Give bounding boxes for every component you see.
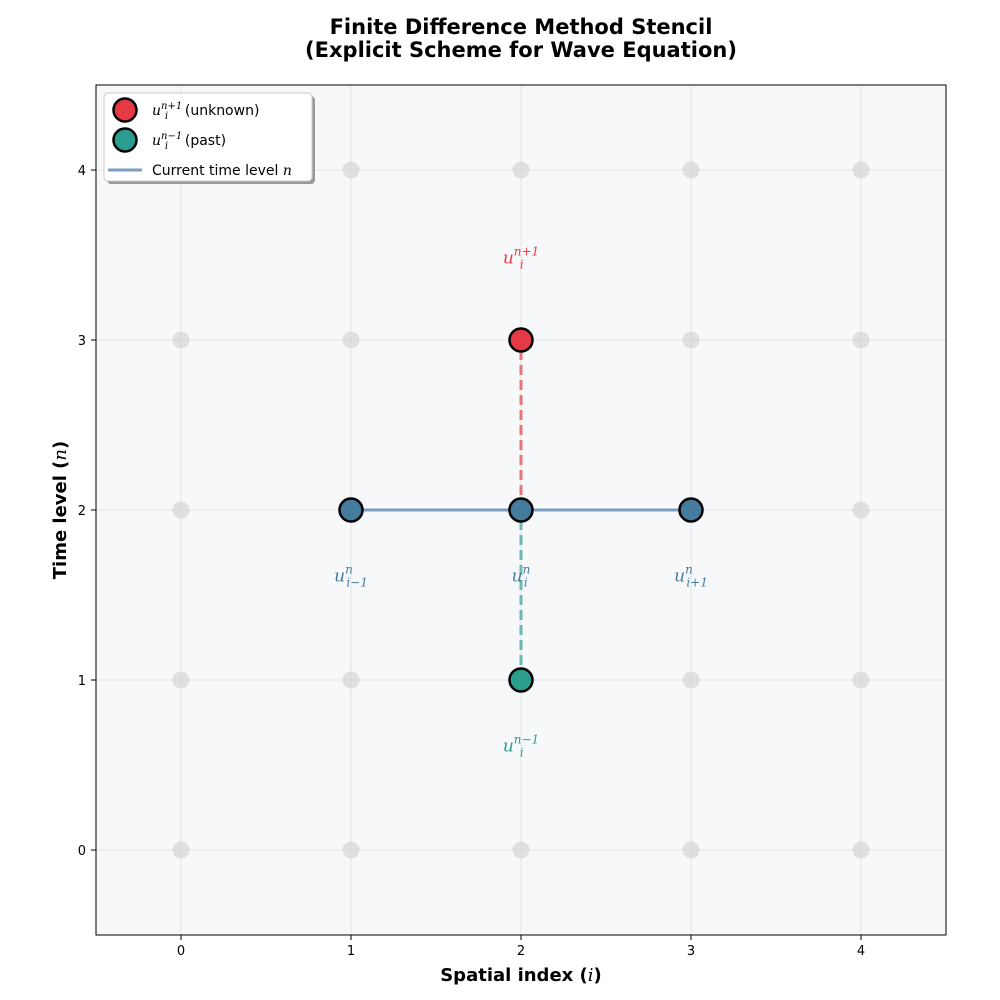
legend: un+1 i (unknown) un−1 i (past) Current time … — [103, 92, 315, 184]
stencil-point-current-center — [508, 497, 534, 523]
stencil-label-current-center: un i — [512, 562, 531, 589]
chart-title-line-2: (Explicit Scheme for Wave Equation) — [305, 38, 737, 62]
x-tick-label: 3 — [687, 944, 695, 959]
grid-point — [172, 841, 190, 859]
legend-entry: Current time level n — [152, 163, 292, 179]
grid-point — [342, 841, 360, 859]
legend-marker — [112, 127, 138, 153]
x-tick-label: 1 — [347, 944, 355, 959]
grid-point — [342, 331, 360, 349]
x-tick-label: 4 — [857, 944, 865, 959]
grid-point — [172, 501, 190, 519]
grid-point — [682, 671, 700, 689]
y-tick-label: 2 — [78, 504, 86, 519]
plot-area: un+1 i un i−1 un i un i+1 un−1 i 0 1 2 3 4 0 1 2 3 4 — [78, 84, 947, 959]
legend-marker — [112, 97, 138, 123]
grid-point — [852, 331, 870, 349]
legend-entry: un+1 i (unknown) — [152, 101, 259, 122]
grid-point — [852, 671, 870, 689]
grid-point — [342, 671, 360, 689]
grid-point — [682, 841, 700, 859]
legend-entry: un−1 i (past) — [152, 131, 226, 152]
y-tick-label: 3 — [78, 334, 86, 349]
stencil-point-current-left — [338, 497, 364, 523]
y-tick-label: 4 — [78, 164, 86, 179]
grid-point — [512, 161, 530, 179]
x-tick-label: 2 — [517, 944, 525, 959]
stencil-point-future — [508, 327, 534, 353]
grid-point — [682, 161, 700, 179]
stencil-point-past — [508, 667, 534, 693]
x-axis-label: Spatial index (i) — [440, 965, 602, 986]
x-tick-label: 0 — [177, 944, 185, 959]
y-tick-label: 1 — [78, 674, 86, 689]
grid-point — [852, 501, 870, 519]
stencil-label-future: un+1 i — [503, 245, 539, 272]
grid-point — [512, 841, 530, 859]
y-tick-label: 0 — [78, 844, 86, 859]
stencil-label-current-left: un i−1 — [334, 562, 368, 589]
stencil-label-past: un−1 i — [503, 732, 539, 759]
y-axis-label: Time level (n) — [50, 441, 71, 580]
grid-point — [852, 161, 870, 179]
grid-point — [852, 841, 870, 859]
chart-title-line-1: Finite Difference Method Stencil — [330, 15, 713, 39]
grid-point — [172, 331, 190, 349]
stencil-point-current-right — [678, 497, 704, 523]
legend-box — [103, 92, 313, 182]
grid-point — [682, 331, 700, 349]
grid-point — [172, 671, 190, 689]
stencil-label-current-right: un i+1 — [674, 562, 708, 589]
grid-point — [342, 161, 360, 179]
